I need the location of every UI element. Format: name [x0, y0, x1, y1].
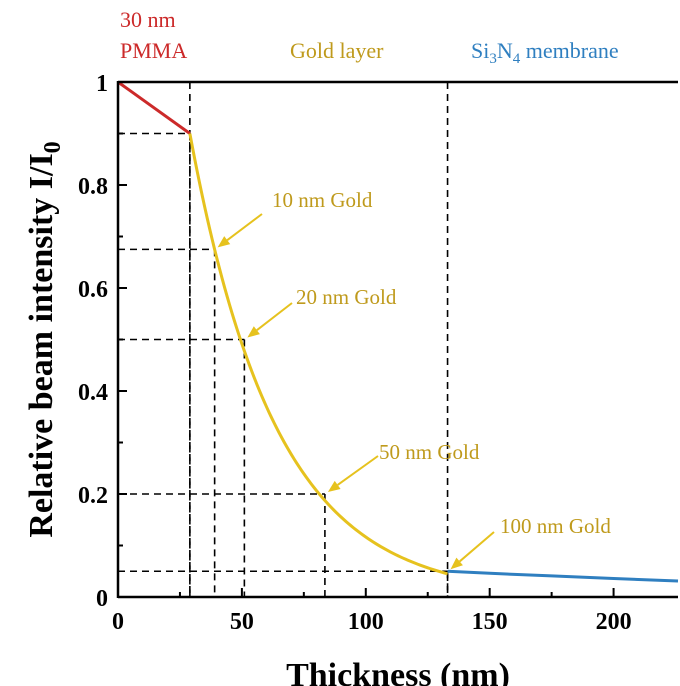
- annotations: 10 nm Gold 20 nm Gold 50 nm Gold 100 nm Gol…: [217, 188, 611, 570]
- annotation-label: 100 nm Gold: [500, 514, 611, 538]
- region-label-membrane-n: N: [497, 38, 513, 63]
- y-tick-label: 0.8: [78, 174, 108, 200]
- x-tick-label: 50: [230, 609, 254, 635]
- x-tick-label: 100: [348, 609, 384, 635]
- pmma-curve: [117, 80, 191, 135]
- y-axis-label-main: Relative beam intensity I/I: [23, 153, 60, 537]
- region-label-pmma-line2: PMMA: [120, 38, 187, 63]
- annotation-label: 20 nm Gold: [296, 285, 397, 309]
- region-label-membrane: Si3N4 membrane: [471, 38, 619, 67]
- annotation-arrow-line: [459, 531, 495, 563]
- y-tick-label: 0: [96, 586, 108, 612]
- x-tick-label: 200: [596, 609, 632, 635]
- y-axis-label-subscript: 0: [40, 141, 66, 153]
- annotation-arrow-line: [256, 302, 293, 331]
- region-label-membrane-suffix: membrane: [520, 38, 618, 63]
- annotation-label: 50 nm Gold: [379, 440, 480, 464]
- region-label-pmma-line1: 30 nm: [120, 7, 176, 32]
- annotation-arrow-line: [337, 455, 379, 486]
- annotation-arrowhead: [327, 480, 341, 492]
- annotation-label: 10 nm Gold: [272, 188, 373, 212]
- annotation-arrow-line: [226, 213, 263, 241]
- y-tick-label: 1: [96, 71, 108, 97]
- region-label-membrane-sub2: 4: [513, 51, 521, 67]
- region-labels: 30 nm PMMA Gold layer Si3N4 membrane: [120, 7, 619, 67]
- data-series: [117, 80, 679, 583]
- region-label-membrane-si: Si: [471, 38, 489, 63]
- ticks: 0 50 100 150 200 0 0.2 0.4 0.6 0.8 1: [78, 71, 632, 635]
- membrane-curve: [447, 569, 679, 583]
- gold-curve: [188, 133, 448, 576]
- x-tick-label: 0: [112, 609, 124, 635]
- y-tick-label: 0.4: [78, 380, 108, 406]
- y-axis-label: Relative beam intensity I/I0: [23, 141, 66, 537]
- annotation-arrowhead: [450, 557, 463, 570]
- x-tick-label: 150: [472, 609, 508, 635]
- y-tick-label: 0.2: [78, 483, 108, 509]
- annotation-arrowhead: [247, 326, 260, 338]
- region-label-membrane-sub1: 3: [489, 51, 497, 67]
- guide-lines: [118, 82, 449, 597]
- region-label-gold: Gold layer: [290, 38, 384, 63]
- annotation-arrowhead: [217, 236, 231, 248]
- y-tick-label: 0.6: [78, 277, 108, 303]
- x-axis-label: Thickness (nm): [286, 657, 510, 686]
